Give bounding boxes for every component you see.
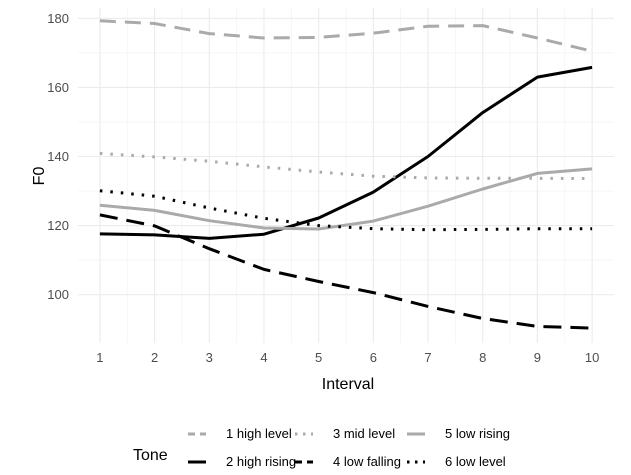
x-axis-ticks: 1 2 3 4 5 6 7 8 9 10 <box>96 350 599 365</box>
x-tick-label: 4 <box>260 350 267 365</box>
legend-label-1: 1 high level <box>226 426 292 441</box>
x-tick-label: 3 <box>206 350 213 365</box>
y-tick-label: 140 <box>47 149 69 164</box>
legend-label-3: 3 mid level <box>333 426 395 441</box>
legend-label-4: 4 low falling <box>333 454 401 469</box>
x-axis-title: Interval <box>322 376 374 393</box>
series-line-5 <box>99 167 593 231</box>
series-line-1 <box>99 19 593 53</box>
y-tick-label: 180 <box>47 11 69 26</box>
y-tick-label: 100 <box>47 287 69 302</box>
legend-label-2: 2 high rising <box>226 454 296 469</box>
legend-title: Tone <box>133 447 168 464</box>
series-lines <box>99 19 593 330</box>
series-line-3 <box>99 151 593 181</box>
x-tick-label: 8 <box>479 350 486 365</box>
y-axis-title: F0 <box>31 167 48 186</box>
legend-label-6: 6 low level <box>445 454 506 469</box>
y-tick-label: 120 <box>47 218 69 233</box>
y-axis-ticks: 100 120 140 160 180 <box>47 11 69 302</box>
x-tick-label: 5 <box>315 350 322 365</box>
x-tick-label: 10 <box>585 350 599 365</box>
legend-label-5: 5 low rising <box>445 426 510 441</box>
x-tick-label: 9 <box>534 350 541 365</box>
x-tick-label: 2 <box>151 350 158 365</box>
y-tick-label: 160 <box>47 80 69 95</box>
legend: Tone 1 high level 2 high rising 3 mid leve… <box>133 426 510 469</box>
x-tick-label: 6 <box>370 350 377 365</box>
legend-items: 1 high level 2 high rising 3 mid level 4 lo… <box>188 426 510 469</box>
series-line-4 <box>99 213 593 330</box>
x-tick-label: 7 <box>424 350 431 365</box>
x-tick-label: 1 <box>96 350 103 365</box>
